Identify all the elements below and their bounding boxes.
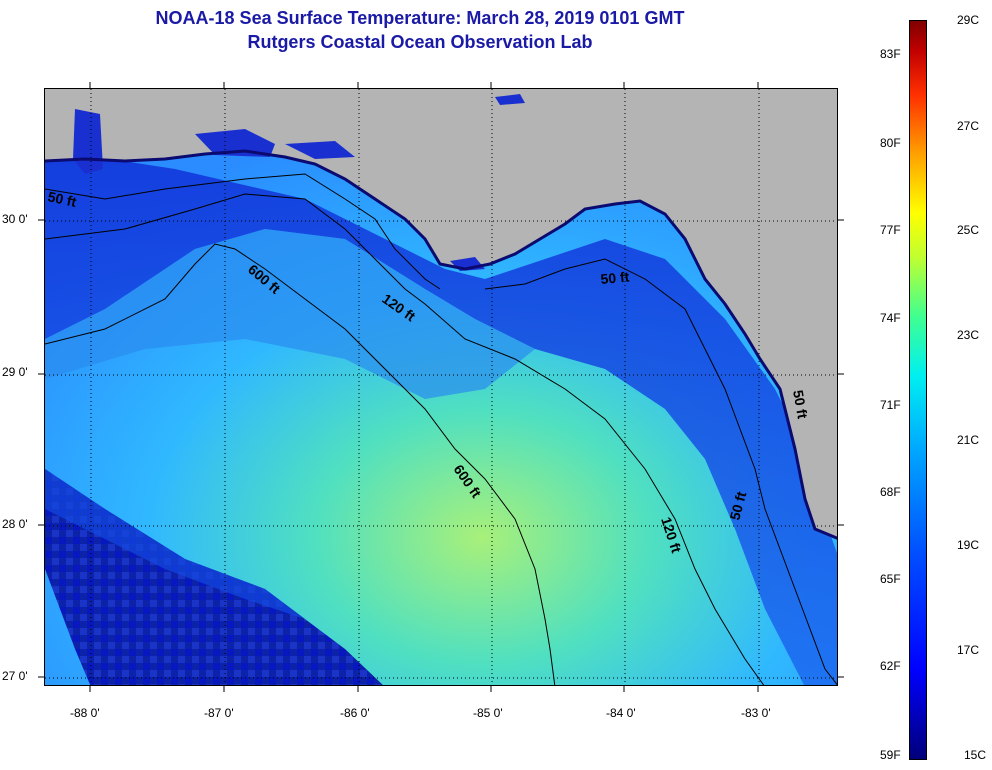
colorbar-f-59: 59F [880,748,901,762]
lat-label-28: 28 0' [2,517,28,531]
colorbar-f-77: 77F [880,223,901,237]
colorbar-f-80: 80F [880,136,901,150]
contour-label-50ft-north: 50 ft [600,269,630,287]
colorbar-c-21: 21C [957,433,980,447]
colorbar-c-17: 17C [957,643,980,657]
map-title: NOAA-18 Sea Surface Temperature: March 2… [155,8,685,28]
contour-50ft-west [45,173,441,290]
temperature-colorbar [909,20,927,760]
lon-label-84: -84 0' [606,706,636,720]
colorbar-c-29: 29C [957,13,980,27]
colorbar-f-62: 62F [880,659,901,673]
lat-label-30: 30 0' [2,212,28,226]
colorbar-c-15: 15C [964,748,987,762]
lon-label-83: -83 0' [741,706,771,720]
contour-50ft-east [484,258,837,685]
colorbar-f-71: 71F [880,398,901,412]
lat-label-29: 29 0' [2,365,28,379]
land-mass [45,89,837,539]
colorbar-c-19: 19C [957,538,980,552]
colorbar-f-68: 68F [880,485,901,499]
lon-label-86: -86 0' [340,706,370,720]
colorbar-f-74: 74F [880,311,901,325]
colorbar-f-83: 83F [880,47,901,61]
contour-120ft [45,193,765,685]
lat-label-27: 27 0' [2,669,28,683]
sst-map: 50 ft 600 ft 120 ft 50 ft 600 ft 120 ft … [44,88,838,686]
shelf-water [45,149,837,685]
colorbar-c-23: 23C [957,328,980,342]
contour-label-50ft-south: 50 ft [726,490,749,522]
map-subtitle: Rutgers Coastal Ocean Observation Lab [247,32,593,52]
colorbar-c-27: 27C [957,119,980,133]
lon-label-88: -88 0' [70,706,100,720]
colorbar-c-25: 25C [957,223,980,237]
lon-label-85: -85 0' [473,706,503,720]
lon-label-87: -87 0' [204,706,234,720]
contour-label-50ft-east: 50 ft [790,389,811,420]
colorbar-f-65: 65F [880,572,901,586]
contour-label-50ft-nw: 50 ft [46,188,78,210]
contour-600ft [45,243,556,685]
